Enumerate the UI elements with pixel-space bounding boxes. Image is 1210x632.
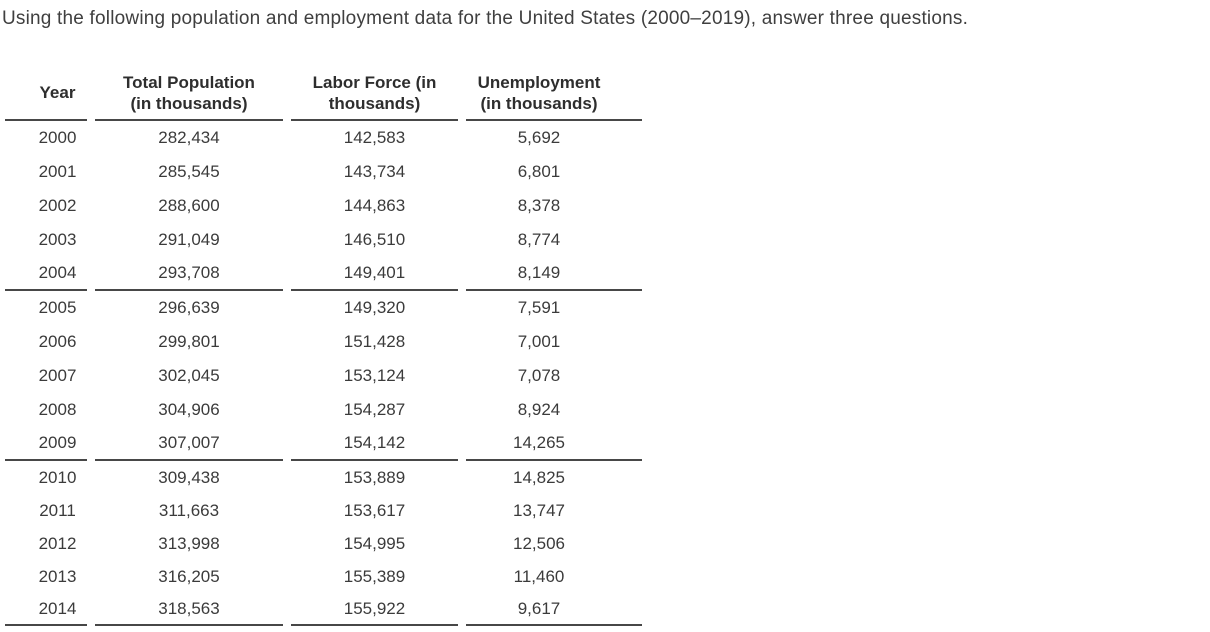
cell-unemployment: 8,774	[517, 230, 561, 249]
table-row: 2009 307,007 154,142 14,265	[5, 427, 642, 461]
cell-labor-force: 153,124	[343, 366, 406, 385]
cell-labor-force: 142,583	[343, 128, 406, 147]
cell-labor-force: 151,428	[343, 332, 406, 351]
cell-total-population: 291,049	[158, 230, 220, 249]
cell-labor-force: 153,617	[343, 500, 406, 520]
cell-year: 2010	[38, 467, 77, 487]
cell-unemployment: 7,001	[517, 332, 561, 351]
cell-total-population: 293,708	[95, 257, 283, 291]
table-row: 2000 282,434 142,583 5,692	[5, 121, 642, 155]
cell-unemployment: 12,506	[513, 533, 565, 553]
cell-year: 2013	[38, 566, 77, 586]
column-header-unemployment: Unemployment (in thousands)	[466, 66, 642, 121]
cell-unemployment: 11,460	[513, 566, 565, 586]
table-body: 2000 282,434 142,583 5,692 2001 285,545 143,73…	[5, 121, 642, 626]
column-header-total-population: Total Population (in thousands)	[95, 66, 283, 121]
cell-total-population: 282,434	[158, 128, 220, 147]
cell-unemployment: 14,265	[466, 427, 642, 461]
table-row: 2010 309,438 153,889 14,825	[5, 461, 642, 494]
table-row: 2014 318,563 155,922 9,617	[5, 593, 642, 626]
column-header-labor-force: Labor Force (in thousands)	[291, 66, 458, 121]
cell-year: 2003	[38, 230, 77, 249]
cell-total-population: 288,600	[158, 196, 220, 215]
cell-labor-force: 154,142	[291, 427, 458, 461]
table-row: 2008 304,906 154,287 8,924	[5, 393, 642, 427]
table-row: 2007 302,045 153,124 7,078	[5, 359, 642, 393]
cell-total-population: 316,205	[158, 566, 220, 586]
cell-year: 2011	[39, 500, 76, 520]
cell-unemployment: 14,825	[513, 467, 565, 487]
cell-labor-force: 155,922	[291, 593, 458, 626]
cell-year: 2000	[38, 128, 77, 147]
column-header-year: Year	[5, 66, 87, 121]
cell-labor-force: 153,889	[343, 467, 406, 487]
table-header: Year Total Population (in thousands) Labor…	[5, 66, 642, 121]
cell-labor-force: 143,734	[343, 162, 406, 181]
cell-year: 2009	[5, 427, 87, 461]
cell-year: 2014	[5, 593, 87, 626]
cell-total-population: 302,045	[158, 366, 220, 385]
cell-unemployment: 6,801	[517, 162, 561, 181]
cell-total-population: 296,639	[158, 298, 220, 317]
cell-labor-force: 149,320	[343, 298, 406, 317]
cell-total-population: 299,801	[158, 332, 220, 351]
cell-unemployment: 13,747	[513, 500, 565, 520]
cell-labor-force: 144,863	[343, 196, 406, 215]
cell-total-population: 311,663	[158, 500, 220, 520]
cell-year: 2001	[38, 162, 77, 181]
population-employment-table: Year Total Population (in thousands) Labor…	[0, 66, 650, 626]
cell-total-population: 304,906	[158, 400, 220, 419]
cell-total-population: 309,438	[158, 467, 220, 487]
table-row: 2004 293,708 149,401 8,149	[5, 257, 642, 291]
cell-labor-force: 155,389	[343, 566, 406, 586]
table-row: 2003 291,049 146,510 8,774	[5, 223, 642, 257]
cell-total-population: 318,563	[95, 593, 283, 626]
cell-year: 2004	[5, 257, 87, 291]
cell-year: 2006	[38, 332, 77, 351]
question-title: Using the following population and emplo…	[2, 8, 969, 29]
cell-unemployment: 8,924	[517, 400, 561, 419]
cell-total-population: 313,998	[158, 533, 220, 553]
table-row: 2013 316,205 155,389 11,460	[5, 560, 642, 593]
table-row: 2006 299,801 151,428 7,001	[5, 325, 642, 359]
cell-year: 2012	[38, 533, 77, 553]
cell-unemployment: 9,617	[466, 593, 642, 626]
cell-labor-force: 149,401	[291, 257, 458, 291]
cell-total-population: 285,545	[158, 162, 220, 181]
table-row: 2005 296,639 149,320 7,591	[5, 291, 642, 325]
cell-unemployment: 8,378	[517, 196, 561, 215]
cell-year: 2005	[38, 298, 77, 317]
cell-labor-force: 146,510	[343, 230, 406, 249]
cell-labor-force: 154,995	[343, 533, 406, 553]
table-row: 2012 313,998 154,995 12,506	[5, 527, 642, 560]
cell-total-population: 307,007	[95, 427, 283, 461]
cell-unemployment: 8,149	[466, 257, 642, 291]
cell-unemployment: 7,591	[517, 298, 561, 317]
cell-unemployment: 7,078	[517, 366, 561, 385]
table-row: 2002 288,600 144,863 8,378	[5, 189, 642, 223]
cell-year: 2008	[38, 400, 77, 419]
cell-unemployment: 5,692	[517, 128, 561, 147]
table-header-row: Year Total Population (in thousands) Labor…	[5, 66, 642, 121]
table-row: 2001 285,545 143,734 6,801	[5, 155, 642, 189]
cell-year: 2002	[38, 196, 77, 215]
table-row: 2011 311,663 153,617 13,747	[5, 494, 642, 527]
cell-year: 2007	[38, 366, 77, 385]
cell-labor-force: 154,287	[343, 400, 406, 419]
